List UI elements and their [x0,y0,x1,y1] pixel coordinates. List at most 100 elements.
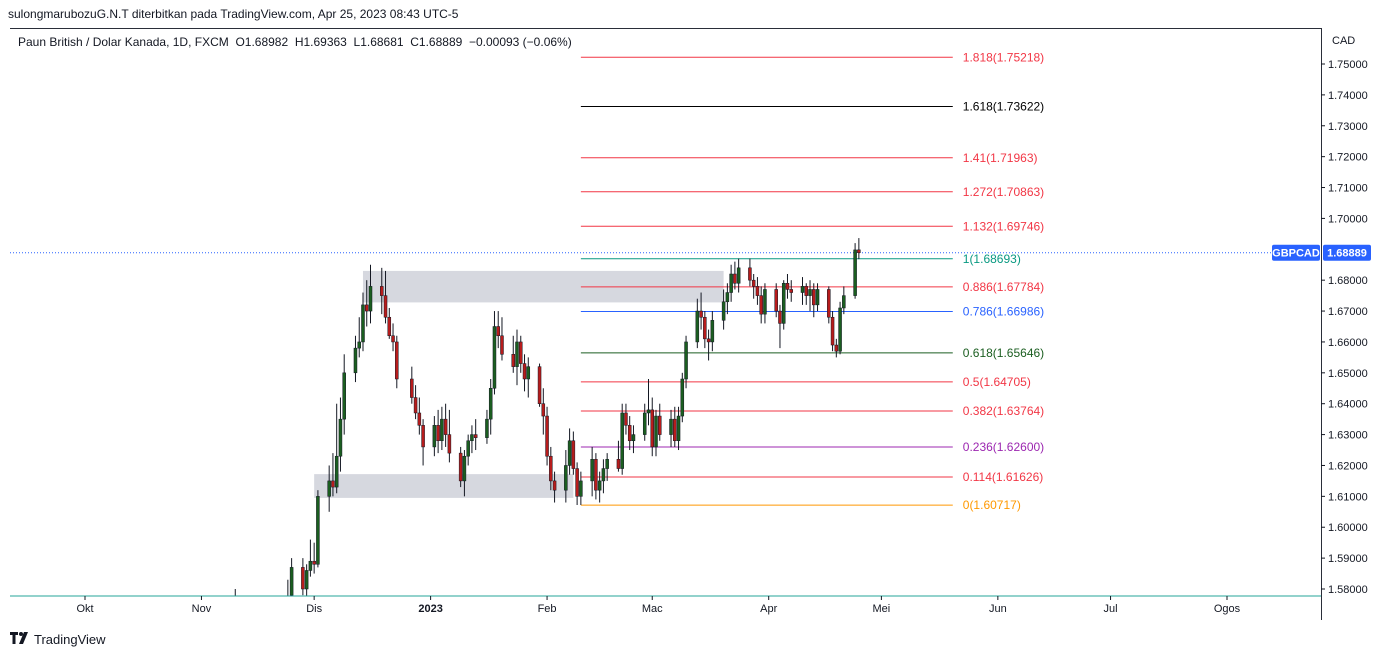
candle [519,335,523,373]
price-tick-label: 1.74000 [1328,90,1368,102]
candle-body [594,459,598,491]
candle-body [466,440,470,457]
candle-body [440,418,444,442]
candle [594,453,598,500]
candle-body [857,249,861,253]
candle [515,329,519,386]
candle [443,403,448,447]
symbol-name[interactable]: Paun British / Dolar Kanada, 1D, FXCM [18,35,229,49]
candle [485,409,489,444]
candle-body [597,480,602,491]
candle-body [342,372,346,420]
candle-body [537,366,542,404]
candle [549,446,553,491]
candle [537,363,542,407]
price-tick-label: 1.68000 [1328,275,1368,287]
candle [800,277,805,305]
candle-body [361,304,365,343]
candle [676,406,681,451]
candle [466,434,470,466]
time-tick-label: Mac [642,603,663,615]
candle [364,280,369,327]
candle-body [353,347,358,374]
candle-body [522,363,527,380]
candle [789,280,793,302]
candle-body [338,418,343,457]
time-tick-label: Dis [306,603,322,615]
fib-level-label: 1.41(1.71963) [963,151,1038,165]
fib-level-label: 1.818(1.75218) [963,50,1044,64]
price-tick-label: 1.65000 [1328,368,1368,380]
candle-body [669,418,673,435]
candle [334,403,339,494]
candle-body [413,397,418,414]
candle-body [515,341,519,367]
tradingview-mark-icon [10,632,30,647]
candle-body [703,316,707,340]
candle [575,462,579,505]
candle [383,270,388,324]
candle-body [658,415,662,435]
chart-frame [10,28,1322,620]
candle [470,425,474,454]
plot-area: 1.818(1.75218) 1.618(1.73622) 1.41(1.71963… [10,50,1321,607]
candle-body [304,570,309,590]
candle-body [575,468,579,497]
candle [361,292,365,352]
candle [432,416,437,457]
candle [473,419,478,451]
candle [755,277,760,305]
candle-body [331,480,335,488]
candle [830,311,835,352]
candle [785,274,790,299]
candle [725,283,730,315]
candle [778,304,782,349]
candle [447,409,452,463]
candle-body [447,434,452,454]
candle [680,372,685,423]
time-tick-label: Apr [760,603,777,615]
candle-body [736,267,741,284]
fib-level-label: 1.618(1.73622) [963,100,1044,114]
candle-body [695,310,700,343]
candle-body [571,440,576,469]
candle-body [808,289,812,296]
candle [552,471,557,503]
candle [526,357,531,398]
candle [838,301,842,355]
candle [748,258,752,287]
candle-body [842,295,846,309]
candle-body [684,341,688,380]
candle-body [650,409,654,448]
candle [440,406,444,451]
candle-body [755,286,760,296]
candle [650,397,654,457]
candle [545,406,549,466]
candle [368,264,373,324]
candle-body [827,289,831,318]
candle-body [778,310,782,324]
candle-body [853,249,857,296]
candle-body [729,273,733,293]
tradingview-logo[interactable]: TradingView [10,632,106,647]
candle-body [234,601,237,607]
candle [488,379,493,435]
candle-body [733,273,737,284]
candle [751,274,756,299]
candle [571,431,576,475]
price-tag-label: 1.68889 [1327,248,1367,260]
fib-level-label: 1.272(1.70863) [963,185,1044,199]
candle [331,453,335,497]
candle [436,409,440,454]
candle [338,397,343,472]
publish-caption: sulongmarubozuG.N.T diterbitkan pada Tra… [8,7,459,21]
candle [804,283,809,305]
candle-body [488,388,493,420]
candle [312,542,316,574]
candle [590,446,594,497]
symbol-legend: Paun British / Dolar Kanada, 1D, FXCM O1… [18,35,572,49]
candle-body [676,415,681,442]
candle [458,446,463,488]
candle-body [721,301,726,321]
